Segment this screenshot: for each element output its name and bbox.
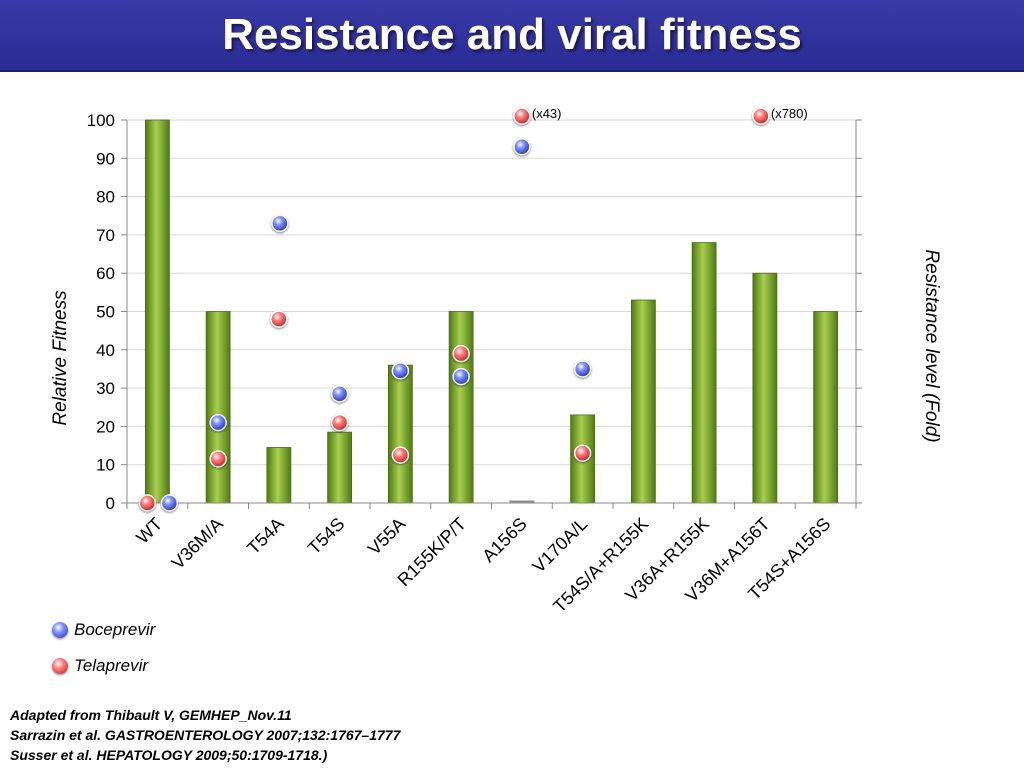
x-tick-label: T54A (243, 514, 288, 559)
telaprevir-marker-icon (52, 658, 68, 674)
x-tick-label: V36M/A (168, 514, 227, 573)
axes: 0 10 20 30 40 50 60 70 80 90 100 WT V36M/A T54A T54S V5… (87, 111, 862, 617)
bar (813, 311, 839, 504)
telaprevir-marker (513, 107, 531, 125)
bar (205, 311, 231, 504)
bar (266, 447, 292, 504)
telaprevir-marker (573, 444, 592, 462)
y-tick-label: 80 (96, 188, 115, 207)
telaprevir-marker (330, 413, 349, 432)
bar (691, 242, 717, 504)
telaprevir-marker (752, 107, 770, 125)
y-tick-label: 100 (87, 111, 115, 130)
bar-chart: 0 10 20 30 40 50 60 70 80 90 100 WT V36M/A T54A T54S V5… (50, 106, 942, 617)
boceprevir-marker (513, 138, 531, 156)
telaprevir-marker (452, 344, 470, 363)
x-tick-label: WT (132, 514, 166, 548)
bar (144, 119, 170, 504)
bar (327, 431, 353, 504)
boceprevir-marker (452, 367, 470, 386)
y-tick-label: 0 (106, 494, 115, 513)
references: Adapted from Thibault V, GEMHEP_Nov.11 S… (10, 705, 710, 765)
y-tick-label: 60 (96, 264, 115, 283)
y-tick-label: 40 (96, 341, 115, 360)
telaprevir-marker (138, 494, 157, 512)
markers: (x43) (x780) (138, 106, 808, 512)
telaprevir-marker-label: (x780) (771, 106, 808, 121)
boceprevir-marker (330, 385, 349, 403)
bar (387, 364, 413, 504)
legend-label-boceprevir: Boceprevir (74, 620, 156, 639)
boceprevir-marker (271, 214, 289, 233)
y-tick-label: 20 (96, 417, 115, 436)
legend-item-telaprevir: Telaprevir (52, 653, 272, 679)
bar (752, 272, 778, 504)
boceprevir-marker (391, 362, 410, 380)
y-tick-label: 10 (96, 456, 115, 475)
y-tick-label: 30 (96, 379, 115, 398)
bars (144, 119, 839, 504)
bar (448, 311, 474, 504)
x-tick-label: V170A/L (528, 514, 591, 577)
y-tick-label: 70 (96, 226, 115, 245)
y-tick-label: 50 (96, 303, 115, 322)
legend-label-telaprevir: Telaprevir (74, 656, 149, 675)
boceprevir-marker (573, 360, 592, 378)
bar (630, 299, 656, 504)
x-tick-label: T54S (304, 514, 349, 559)
boceprevir-marker (209, 413, 227, 432)
telaprevir-marker (391, 446, 410, 464)
telaprevir-marker-label: (x43) (532, 106, 562, 121)
x-tick-label: A156S (478, 514, 530, 566)
boceprevir-marker (160, 494, 179, 512)
y-tick-label: 90 (96, 149, 115, 168)
title-bar: Resistance and viral fitness (0, 0, 1024, 72)
gridlines (127, 119, 856, 504)
telaprevir-marker (270, 310, 288, 328)
y-axis-label: Relative Fitness (50, 290, 71, 426)
secondary-y-axis-label: Resistance level (Fold) (921, 249, 942, 442)
legend-item-boceprevir: Boceprevir (52, 617, 272, 643)
reference-line: Adapted from Thibault V, GEMHEP_Nov.11 (10, 707, 292, 723)
boceprevir-marker-icon (52, 622, 68, 638)
reference-line: Sarrazin et al. GASTROENTEROLOGY 2007;13… (10, 727, 401, 743)
telaprevir-marker (209, 450, 227, 468)
slide-title: Resistance and viral fitness (222, 10, 802, 59)
x-tick-label: V55A (364, 514, 409, 559)
reference-line: Susser et al. HEPATOLOGY 2009;50:1709-17… (10, 747, 328, 763)
